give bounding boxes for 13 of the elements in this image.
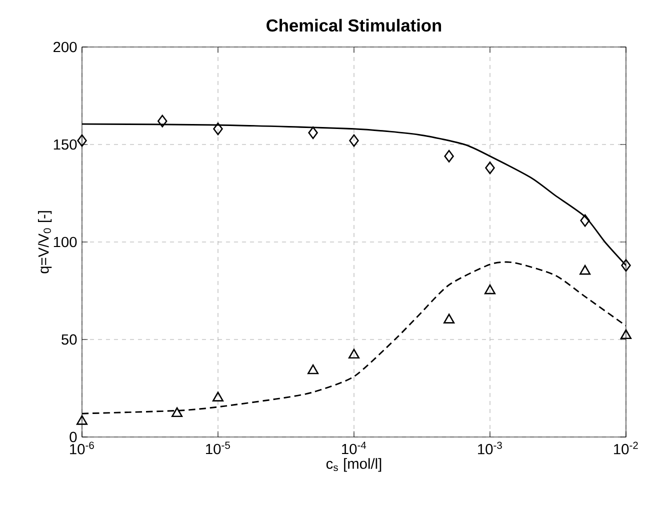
y-tick-label: 100 (54, 236, 77, 248)
y-tick-label: 200 (54, 42, 77, 52)
x-tick-label: 10$^{-2}$ (614, 442, 638, 454)
y-tick-label: 0 (70, 432, 77, 442)
y-tick-label: 150 (54, 139, 77, 150)
y-tick-label: 50 (62, 334, 77, 345)
y-axis-title: q=V/V$_{0}$ [-] (38, 211, 52, 274)
x-tick-label: 10$^{-4}$ (342, 442, 366, 454)
x-tick-label: 10$^{-5}$ (206, 442, 230, 454)
x-tick-label: 10$^{-3}$ (478, 442, 502, 454)
x-tick-label: 10$^{-6}$ (70, 442, 94, 454)
x-axis-title: c$_{s}$ [mol/l] (326, 458, 382, 472)
chart-title: Chemical Stimulation (266, 18, 442, 32)
